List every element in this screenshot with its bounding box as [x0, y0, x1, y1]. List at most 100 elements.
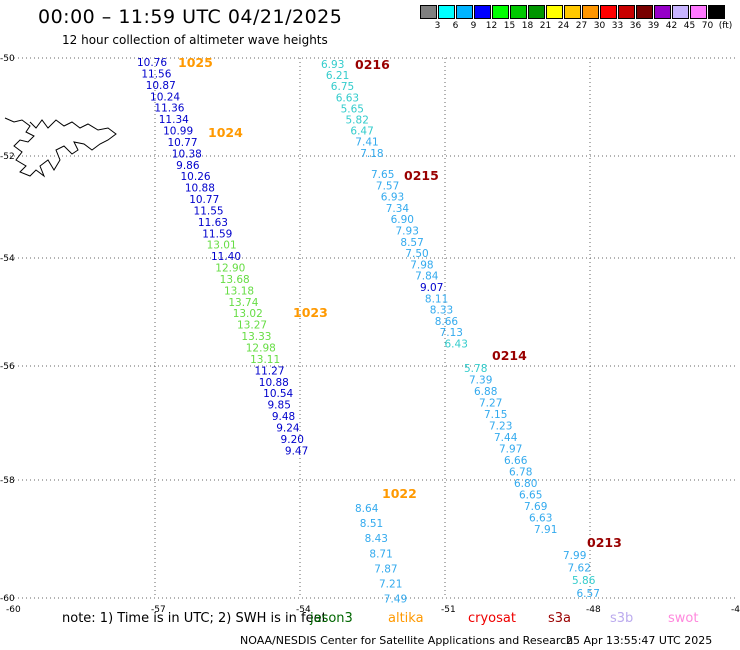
- wave-height-value: 9.85: [268, 400, 291, 412]
- lon-tick-label: -54: [296, 605, 311, 615]
- satellite-legend-item: cryosat: [468, 611, 516, 626]
- credit-text: NOAA/NESDIS Center for Satellite Applica…: [240, 634, 574, 647]
- wave-height-value: 10.87: [146, 80, 176, 92]
- wave-height-value: 6.63: [336, 92, 359, 104]
- legend-swatch: [528, 5, 545, 19]
- wave-height-value: 11.36: [154, 103, 184, 115]
- wave-height-value: 7.27: [479, 398, 502, 410]
- wave-height-value: 9.47: [285, 445, 308, 457]
- wave-height-value: 7.97: [499, 444, 522, 456]
- wave-height-value: 8.43: [365, 533, 388, 545]
- legend-label: 36: [629, 21, 642, 31]
- wave-height-value: 8.51: [360, 518, 383, 530]
- wave-height-value: 10.24: [150, 91, 180, 103]
- lon-tick-label: -60: [6, 605, 21, 615]
- wave-height-value: 9.24: [276, 422, 300, 434]
- wave-height-value: 6.43: [445, 339, 468, 351]
- legend-swatch: [546, 5, 563, 19]
- legend-label: (ft): [718, 21, 733, 31]
- wave-height-value: 7.34: [386, 203, 410, 215]
- legend-label: 39: [647, 21, 660, 31]
- wave-height-value: 6.93: [321, 59, 344, 71]
- legend-label: 45: [683, 21, 696, 31]
- wave-height-value: 6.93: [381, 192, 404, 204]
- pass-label: 0213: [587, 535, 622, 550]
- lat-tick-label: -60: [0, 594, 15, 604]
- legend-label: 33: [611, 21, 624, 31]
- wave-height-value: 10.99: [163, 126, 193, 138]
- legend-swatch: [564, 5, 581, 19]
- wave-height-value: 8.33: [430, 305, 453, 317]
- lat-tick-label: -50: [0, 54, 15, 64]
- lat-tick-label: -52: [0, 152, 15, 162]
- wave-height-value: 10.77: [189, 194, 219, 206]
- wave-height-value: 11.34: [159, 114, 189, 126]
- wave-height-value: 10.26: [181, 171, 211, 183]
- wave-height-value: 11.55: [194, 205, 224, 217]
- legend-label: 6: [452, 21, 459, 31]
- wave-height-value: 11.63: [198, 217, 228, 229]
- wave-height-value: 7.62: [568, 563, 591, 575]
- map-title: 00:00 – 11:59 UTC 04/21/2025: [38, 6, 343, 28]
- wave-height-value: 10.77: [167, 137, 197, 149]
- wave-height-value: 7.15: [484, 409, 507, 421]
- wave-height-value: 10.76: [137, 57, 167, 69]
- wave-height-value: 13.11: [250, 354, 280, 366]
- lon-tick-label: -57: [151, 605, 166, 615]
- wave-height-value: 6.80: [514, 478, 537, 490]
- wave-height-value: 13.02: [233, 308, 263, 320]
- legend-swatch: [438, 5, 455, 19]
- satellite-legend-item: s3a: [548, 611, 572, 626]
- legend-swatch: [654, 5, 671, 19]
- wave-height-value: 7.69: [524, 501, 547, 513]
- pass-label: 1025: [178, 55, 213, 70]
- wave-height-value: 11.27: [254, 365, 284, 377]
- wave-height-value: 7.41: [355, 137, 378, 149]
- wave-height-value: 6.63: [529, 513, 552, 525]
- wave-height-value: 13.33: [241, 331, 271, 343]
- wave-height-value: 6.47: [350, 126, 373, 138]
- legend-swatch: [456, 5, 473, 19]
- wave-height-value: 7.57: [376, 180, 399, 192]
- wave-height-value: 7.87: [374, 563, 397, 575]
- wave-height-value: 10.38: [172, 148, 202, 160]
- legend-swatch: [708, 5, 725, 19]
- wave-height-value: 11.56: [141, 68, 171, 80]
- legend-label: 27: [575, 21, 588, 31]
- legend-label: 12: [485, 21, 498, 31]
- map-subtitle: 12 hour collection of altimeter wave hei…: [62, 33, 328, 47]
- legend-label: 9: [470, 21, 477, 31]
- wave-height-value: 6.75: [331, 81, 354, 93]
- wave-height-value: 7.49: [384, 594, 407, 606]
- wave-height-value: 13.01: [207, 240, 237, 252]
- wave-height-value: 13.27: [237, 320, 267, 332]
- wave-height-value: 7.39: [469, 375, 492, 387]
- wave-height-value: 7.84: [415, 271, 439, 283]
- generated-timestamp: 25 Apr 13:55:47 UTC 2025: [566, 634, 713, 647]
- wave-height-value: 8.11: [425, 293, 448, 305]
- wave-height-value: 7.65: [371, 169, 394, 181]
- wave-height-value: 7.21: [379, 579, 402, 591]
- lat-tick-label: -54: [0, 254, 15, 264]
- wave-height-value: 8.66: [435, 316, 459, 328]
- lat-tick-label: -58: [0, 476, 15, 486]
- wave-height-value: 12.98: [246, 343, 276, 355]
- wave-height-value: 8.71: [369, 548, 392, 560]
- lat-lon-grid: -60 -57 -54 -51 -48 -45 -50 -52 -54 -56 -58 -60: [0, 54, 740, 615]
- wave-height-value: 11.40: [211, 251, 241, 263]
- wave-height-value: 6.90: [391, 214, 414, 226]
- legend-swatch: [492, 5, 509, 19]
- pass-label: 1022: [382, 486, 417, 501]
- legend-swatch: [510, 5, 527, 19]
- wave-height-value: 11.59: [202, 228, 232, 240]
- satellite-legend-item: s3b: [610, 611, 634, 626]
- legend-swatch: [690, 5, 707, 19]
- wave-height-value: 7.50: [405, 248, 428, 260]
- wave-height-value: 7.13: [440, 327, 463, 339]
- wave-height-value: 6.66: [504, 455, 528, 467]
- wave-height-value: 7.23: [489, 421, 512, 433]
- lon-tick-label: -48: [586, 605, 601, 615]
- legend-label: 15: [503, 21, 516, 31]
